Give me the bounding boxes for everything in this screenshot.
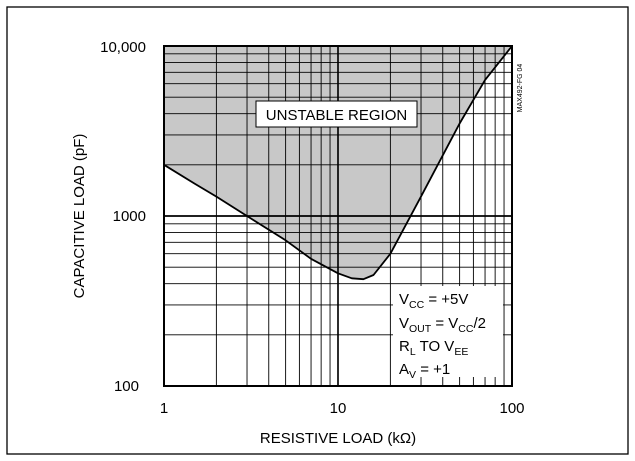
conditions-background <box>393 286 503 377</box>
plot-frame <box>163 45 513 387</box>
region-label-background <box>255 100 418 128</box>
x-tick-label-1: 1 <box>160 400 168 417</box>
y-axis-title: CAPACITIVE LOAD (pF) <box>71 134 88 299</box>
condition-av: AV = +1 <box>399 361 450 381</box>
region-label: UNSTABLE REGION <box>266 107 407 124</box>
curve-layer <box>163 45 513 281</box>
stability-boundary-line <box>163 45 513 281</box>
y-tick-label-1000: 1000 <box>113 208 146 225</box>
condition-rl: RL TO VEE <box>399 338 468 358</box>
conditions-box: VCC = +5V VOUT = VCC/2 RL TO VEE AV = +1 <box>393 286 503 381</box>
y-tick-label-100: 100 <box>114 378 139 395</box>
x-tick-label-100: 100 <box>499 400 524 417</box>
region-label-box: UNSTABLE REGION <box>255 100 418 128</box>
x-tick-label-10: 10 <box>330 400 347 417</box>
x-axis-title: RESISTIVE LOAD (kΩ) <box>260 430 416 447</box>
condition-vout: VOUT = VCC/2 <box>399 315 486 335</box>
y-tick-label-10000: 10,000 <box>100 39 146 56</box>
figure-id: MAX492-FG 04 <box>517 64 524 113</box>
condition-vcc: VCC = +5V <box>399 291 468 311</box>
